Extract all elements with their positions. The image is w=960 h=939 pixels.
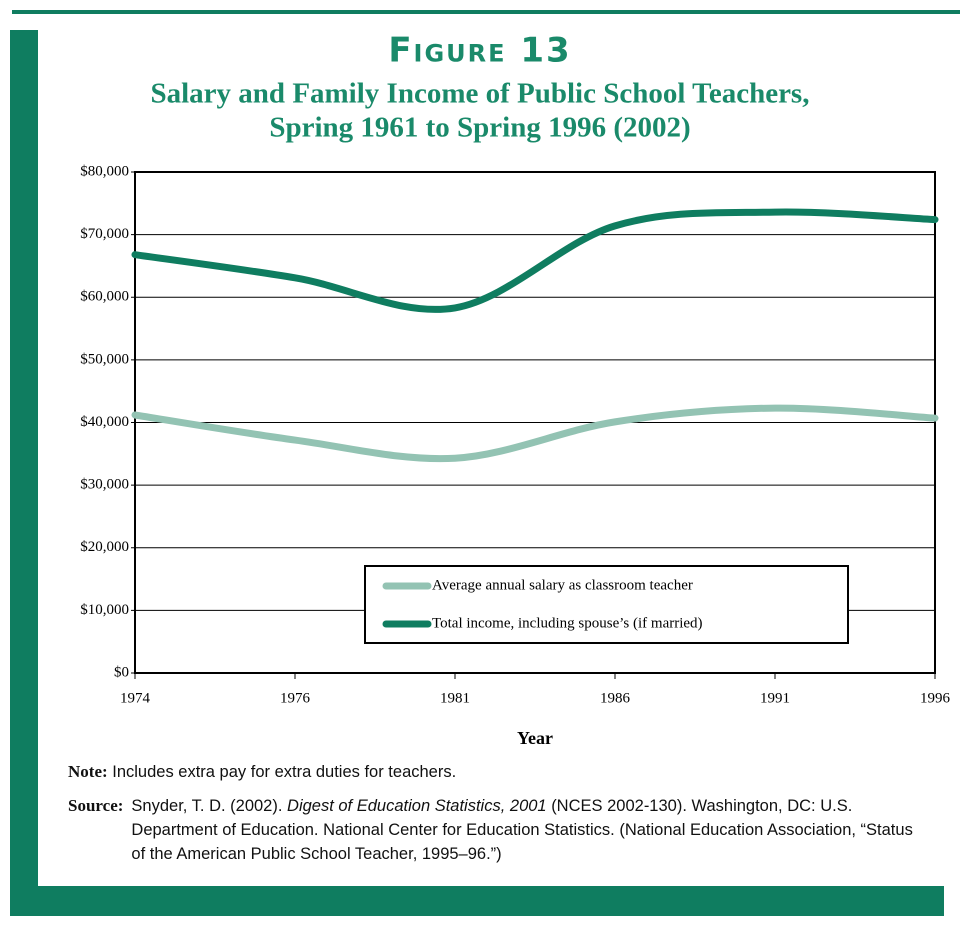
x-tick-label: 1996 <box>920 690 951 706</box>
source-label: Source: <box>68 796 124 815</box>
source-text: Snyder, T. D. (2002). Digest of Educatio… <box>131 794 928 866</box>
x-axis-label: Year <box>517 728 553 748</box>
y-tick-label: $70,000 <box>80 226 129 242</box>
x-tick-label: 1991 <box>760 690 790 706</box>
chart-title: Figure 13 <box>388 31 571 71</box>
x-tick-label: 1981 <box>440 690 470 706</box>
legend-label: Total income, including spouse’s (if mar… <box>432 615 703 631</box>
source: Source: Snyder, T. D. (2002). Digest of … <box>68 794 928 866</box>
source-part: Snyder, T. D. (2002). <box>131 797 283 815</box>
y-tick-label: $10,000 <box>80 602 129 618</box>
y-tick-label: $40,000 <box>80 414 129 430</box>
x-tick-label: 1986 <box>600 690 631 706</box>
note-text: Includes extra pay for extra duties for … <box>112 763 457 781</box>
frame-bottom <box>10 886 944 916</box>
x-tick-label: 1976 <box>280 690 311 706</box>
note: Note: Includes extra pay for extra dutie… <box>68 760 928 784</box>
frame-left <box>10 30 38 916</box>
notes: Note: Includes extra pay for extra dutie… <box>68 760 928 866</box>
legend-box <box>364 565 849 644</box>
y-tick-label: $60,000 <box>80 289 129 305</box>
source-part: (NCES 2002-130). Washington, DC: U.S. De… <box>131 797 913 863</box>
legend-label: Average annual salary as classroom teach… <box>432 577 693 593</box>
y-tick-label: $0 <box>114 664 129 680</box>
y-tick-label: $50,000 <box>80 351 129 367</box>
note-label: Note: <box>68 762 108 781</box>
series-line <box>131 404 939 463</box>
plot-frame <box>134 171 936 674</box>
chart-subtitle: Salary and Family Income of Public Schoo… <box>151 78 810 110</box>
y-tick-label: $30,000 <box>80 477 129 493</box>
chart-subtitle: Spring 1961 to Spring 1996 (2002) <box>269 112 690 144</box>
source-title: Digest of Education Statistics, 2001 <box>287 797 547 815</box>
series-line <box>131 208 939 313</box>
frame-top <box>12 10 960 14</box>
x-tick-label: 1974 <box>120 690 151 706</box>
y-tick-label: $20,000 <box>80 539 129 555</box>
y-tick-label: $80,000 <box>80 163 129 179</box>
